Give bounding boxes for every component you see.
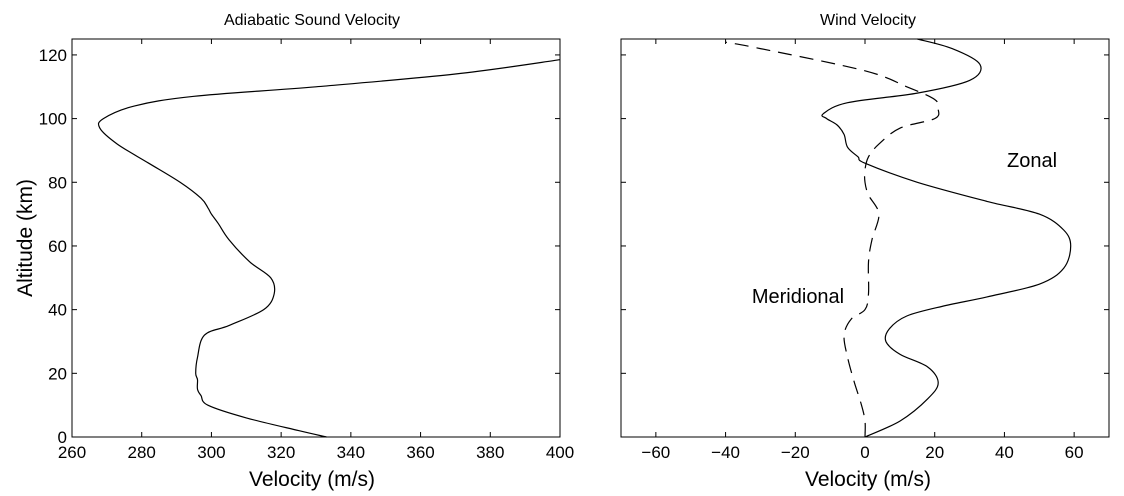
sound-velocity-x-axis-label: Velocity (m/s) bbox=[249, 468, 375, 491]
wind-velocity-plot-frame bbox=[620, 38, 1110, 438]
sound-velocity-x-tick-label: 260 bbox=[58, 443, 86, 462]
sound-velocity-series bbox=[97, 59, 561, 438]
zonal-annotation: Zonal bbox=[1007, 150, 1057, 172]
sound-velocity-title: Adiabatic Sound Velocity bbox=[224, 12, 400, 29]
sound-velocity-x-tick-label: 380 bbox=[476, 443, 504, 462]
sound-velocity-y-tick-label: 0 bbox=[58, 428, 67, 447]
sound-velocity-y-tick-label: 120 bbox=[39, 46, 67, 65]
wind-velocity-x-tick-label: 60 bbox=[1065, 443, 1084, 462]
sound-velocity-y-tick-label: 80 bbox=[48, 173, 67, 192]
meridional-annotation: Meridional bbox=[752, 286, 844, 308]
sound-velocity-series-line bbox=[97, 59, 561, 438]
sound-velocity-x-tick-label: 340 bbox=[337, 443, 365, 462]
wind-velocity-series bbox=[725, 38, 1072, 438]
wind-velocity-x-tick-label: −20 bbox=[781, 443, 810, 462]
sound-velocity-y-tick-label: 20 bbox=[48, 364, 67, 383]
wind-velocity-x-tick-label: −40 bbox=[711, 443, 740, 462]
sound-velocity-ticks: 260 280 300 320 340 360 380 400 0 20 40 60 80 100 120 bbox=[39, 39, 574, 462]
wind-velocity-panel: Wind Velocity −60 −40 −20 0 20 40 60 Zonal Mer… bbox=[620, 12, 1110, 491]
sound-velocity-x-tick-label: 300 bbox=[197, 443, 225, 462]
meridional-series-line bbox=[725, 41, 940, 438]
wind-velocity-ticks: −60 −40 −20 0 20 40 60 bbox=[621, 39, 1109, 462]
wind-velocity-x-tick-label: 40 bbox=[995, 443, 1014, 462]
sound-velocity-y-tick-label: 60 bbox=[48, 237, 67, 256]
sound-velocity-x-tick-label: 360 bbox=[406, 443, 434, 462]
sound-velocity-panel: Adiabatic Sound Velocity 260 280 300 320 340… bbox=[14, 12, 574, 491]
sound-velocity-y-axis-label: Altitude (km) bbox=[14, 179, 37, 297]
sound-velocity-x-tick-label: 400 bbox=[546, 443, 574, 462]
sound-velocity-y-tick-label: 100 bbox=[39, 110, 67, 129]
sound-velocity-plot-frame bbox=[71, 38, 561, 438]
zonal-series-line bbox=[821, 38, 1072, 438]
sound-velocity-x-tick-label: 320 bbox=[267, 443, 295, 462]
wind-velocity-x-axis-label: Velocity (m/s) bbox=[805, 468, 931, 491]
sound-velocity-x-tick-label: 280 bbox=[128, 443, 156, 462]
wind-velocity-x-tick-label: 0 bbox=[860, 443, 869, 462]
wind-velocity-title: Wind Velocity bbox=[820, 12, 916, 29]
wind-velocity-x-tick-label: 20 bbox=[925, 443, 944, 462]
sound-velocity-y-tick-label: 40 bbox=[48, 301, 67, 320]
wind-velocity-x-tick-label: −60 bbox=[641, 443, 670, 462]
